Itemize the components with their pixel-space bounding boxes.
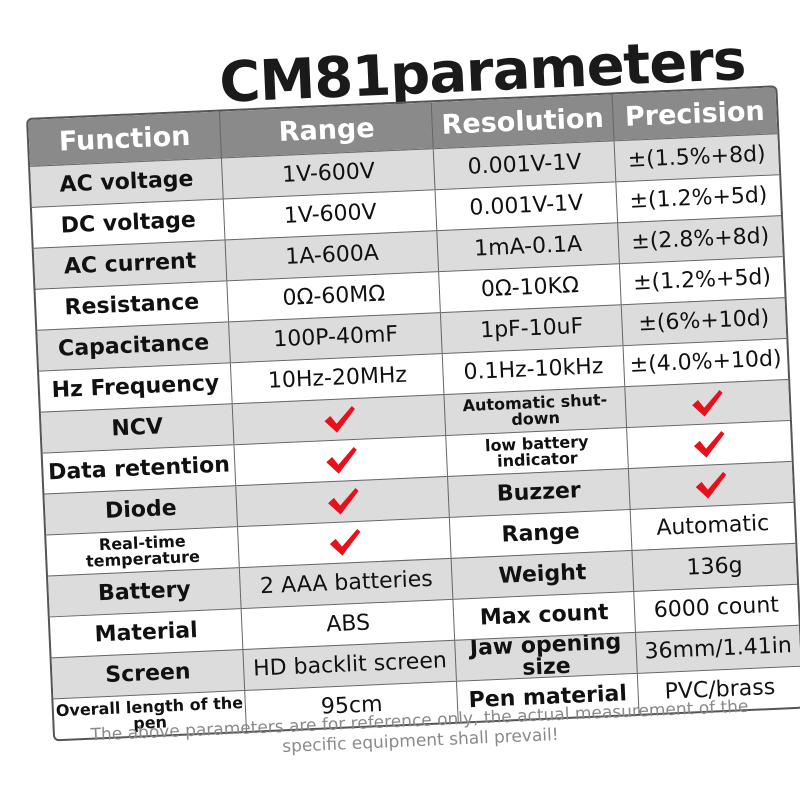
table-cell: 136g [631, 543, 798, 591]
check-icon [694, 430, 725, 458]
table-cell: Max count [452, 591, 635, 640]
table-cell: Automatic shut-down [443, 387, 626, 435]
table-row: NCV Automatic shut-down [40, 379, 790, 453]
check-cell [233, 435, 448, 486]
table-cell: Weight [451, 551, 633, 599]
check-cell [625, 420, 792, 469]
table-cell: Real-time temperature [85, 531, 201, 571]
table-cell: 1pF-10uF [440, 305, 623, 354]
table-cell: ±(6%+10d) [620, 298, 787, 346]
check-icon [329, 528, 361, 556]
column-header: Precision [611, 87, 778, 141]
table-cell: ±(1.5%+8d) [613, 134, 780, 182]
check-cell [627, 461, 794, 510]
table-cell: ±(4.0%+10d) [622, 339, 789, 387]
table-cell: AC voltage [59, 166, 194, 198]
column-header: Resolution [431, 94, 614, 149]
table-cell: AC current [63, 248, 197, 280]
table-cell: Data retention [47, 452, 231, 486]
table-cell: Range [449, 510, 632, 558]
spec-table: Function Range Resolution Precision AC volta… [26, 85, 800, 742]
check-icon [326, 447, 357, 474]
table-cell: ±(2.8%+8d) [616, 216, 783, 264]
table-cell: Material [94, 618, 199, 648]
table-cell: 0.001V-1V [434, 182, 617, 231]
table-cell: Jaw opening size [454, 632, 637, 681]
table-cell: ±(1.2%+5d) [615, 175, 781, 223]
check-cell [237, 517, 451, 568]
table-row: Diode Buzzer [44, 460, 794, 535]
column-header: Range [219, 102, 434, 158]
table-row: Real-time temperature Range Automatic [46, 501, 796, 576]
table-cell: Capacitance [57, 330, 210, 362]
table-cell: Battery [97, 577, 192, 607]
table-cell: 36mm/1.41in [634, 625, 800, 673]
column-header: Function [58, 120, 191, 158]
check-icon [692, 389, 723, 417]
table-cell: 6000 count [632, 584, 799, 632]
table-cell: NCV [110, 414, 164, 442]
table-cell: DC voltage [60, 207, 197, 239]
check-cell [623, 380, 790, 428]
table-cell: low battery indicator [445, 428, 628, 476]
check-cell [231, 395, 446, 445]
table-cell: Automatic [629, 502, 796, 551]
table-cell: 1mA-0.1A [436, 223, 619, 272]
table-cell: 0.001V-1V [433, 141, 615, 190]
check-icon [324, 406, 355, 433]
check-icon [696, 471, 727, 499]
table-cell: Buzzer [447, 469, 630, 517]
table-cell: ±(1.2%+5d) [618, 257, 785, 305]
table-cell: Resistance [64, 289, 200, 321]
table-cell: 0Ω-10KΩ [438, 264, 621, 313]
table-cell: 0.1Hz-10kHz [442, 346, 624, 395]
check-cell [235, 476, 450, 527]
table-row: Data retention low battery indicator [42, 419, 792, 494]
check-icon [327, 487, 359, 515]
table-cell: Diode [104, 495, 178, 524]
table-cell: Screen [104, 659, 192, 689]
table-cell: Hz Frequency [51, 370, 220, 404]
